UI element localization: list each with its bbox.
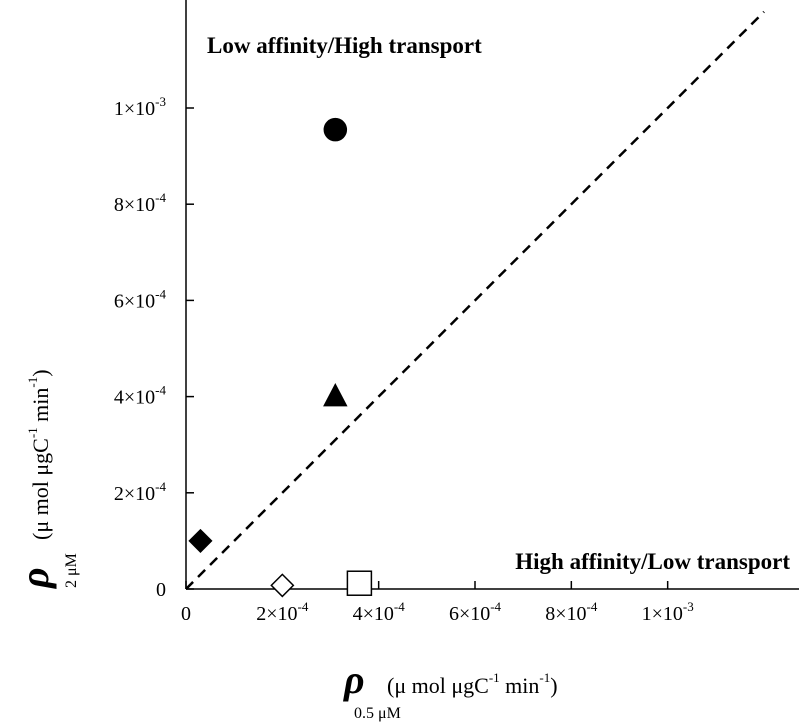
y-axis-title: ρ 2 μM (μ mol μgC-1 min-1) (12, 369, 80, 589)
x-ticks: 0 2×10-4 4×10-4 6×10-4 8×10-4 1×10-3 (181, 581, 694, 625)
y-tick-label: 8×10-4 (114, 190, 167, 216)
y-tick-label: 6×10-4 (114, 286, 167, 312)
y-axis-unit-exp2: -1 (25, 377, 40, 388)
diagonal-reference-line (185, 10, 765, 590)
x-tick-label: 2×10-4 (256, 599, 309, 625)
data-points (188, 117, 373, 598)
y-axis-symbol: ρ (12, 567, 57, 589)
x-axis-title: ρ 0.5 μM (μ mol μgC-1 min-1) (343, 657, 558, 722)
data-point-diamond (270, 573, 295, 598)
data-point-square (346, 570, 373, 596)
y-axis-unit-a: (μ mol μgC (28, 438, 53, 540)
x-tick-label: 4×10-4 (353, 599, 406, 625)
y-tick-label: 1×10-3 (114, 94, 166, 120)
x-tick-label: 6×10-4 (449, 599, 502, 625)
x-tick-label: 8×10-4 (545, 599, 598, 625)
x-axis-symbol: ρ (343, 657, 365, 702)
x-axis-unit-exp2: -1 (539, 670, 550, 685)
x-axis-unit: (μ mol μgC-1 min-1) (387, 670, 558, 698)
x-axis-subscript: 0.5 μM (354, 705, 401, 722)
x-axis-unit-exp1: -1 (489, 670, 500, 685)
x-tick-label: 0 (181, 603, 191, 625)
x-axis-unit-c: ) (550, 673, 557, 698)
y-axis-unit-exp1: -1 (25, 427, 40, 438)
y-axis-unit-c: ) (28, 369, 53, 376)
data-point-diamond (188, 528, 213, 553)
y-tick-label: 4×10-4 (114, 383, 167, 409)
y-axis-unit-b: min (28, 388, 53, 428)
y-tick-label: 0 (156, 579, 166, 601)
data-point-triangle (323, 382, 348, 407)
x-axis-unit-a: (μ mol μgC (387, 673, 489, 698)
annotation-high-affinity: High affinity/Low transport (515, 549, 790, 574)
x-tick-label: 1×10-3 (642, 599, 694, 625)
y-axis-unit: (μ mol μgC-1 min-1) (25, 369, 53, 540)
y-axis-subscript: 2 μM (63, 553, 80, 588)
x-axis-unit-b: min (500, 673, 540, 698)
annotation-low-affinity: Low affinity/High transport (207, 33, 482, 58)
y-ticks: 0 2×10-4 4×10-4 6×10-4 8×10-4 1×10-3 (114, 94, 194, 601)
y-tick-label: 2×10-4 (114, 479, 167, 505)
data-point-circle (323, 117, 348, 142)
